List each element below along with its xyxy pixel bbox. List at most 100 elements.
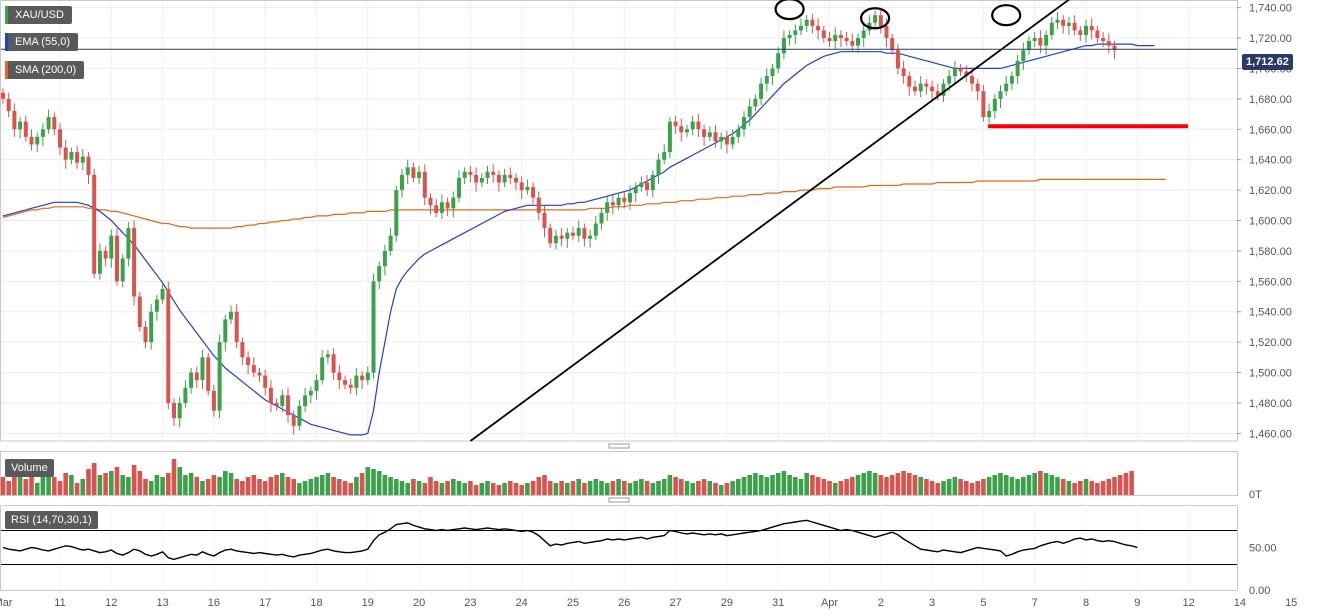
- volume-bar: [1112, 477, 1117, 495]
- volume-bar: [758, 475, 764, 495]
- candle-body: [719, 136, 724, 142]
- volume-bar: [582, 483, 587, 495]
- candle-body: [177, 402, 182, 419]
- volume-bar: [52, 477, 57, 495]
- candle-body: [525, 187, 530, 191]
- candle-body: [1, 92, 5, 99]
- candle-body: [531, 187, 536, 198]
- candle-body: [154, 299, 159, 312]
- x-tick-label: 16: [208, 597, 220, 609]
- candle-body: [462, 171, 467, 178]
- candle-body: [633, 187, 638, 194]
- volume-bar: [736, 479, 741, 495]
- volume-bar: [770, 475, 775, 495]
- volume-pane-title: Volume: [5, 459, 54, 477]
- volume-bar: [1043, 473, 1049, 495]
- candle-body: [696, 121, 701, 130]
- volume-bar: [570, 481, 576, 495]
- candle-body: [1101, 38, 1106, 42]
- volume-bar: [274, 475, 279, 495]
- candle-body: [223, 319, 228, 343]
- candle-body: [702, 129, 707, 137]
- candle-body: [650, 174, 655, 191]
- volume-bar: [696, 481, 701, 495]
- x-tick-label: 13: [156, 597, 168, 609]
- volume-bar: [114, 467, 120, 495]
- candle-body: [46, 117, 51, 130]
- candle-body: [172, 402, 176, 419]
- candle-body: [80, 156, 85, 163]
- candle-body: [291, 415, 296, 426]
- candle-body: [571, 232, 575, 236]
- price-tick-label: 1,740.00: [1249, 3, 1292, 15]
- volume-bar: [257, 479, 262, 495]
- volume-bar: [604, 483, 610, 495]
- volume-bar: [342, 481, 348, 495]
- candle-body: [1009, 76, 1014, 84]
- volume-bar: [701, 479, 707, 495]
- candle-body: [1038, 38, 1043, 46]
- volume-bar: [1106, 479, 1112, 495]
- volume-bar: [530, 481, 536, 495]
- volume-bar: [1078, 481, 1083, 495]
- candle-body: [365, 372, 370, 381]
- volume-bar: [354, 477, 359, 495]
- candle-body: [787, 34, 792, 39]
- volume-bar: [793, 477, 798, 495]
- candle-body: [947, 76, 952, 84]
- candle-body: [474, 174, 479, 183]
- candle-body: [1089, 25, 1094, 31]
- candle-body: [918, 83, 923, 92]
- candle-body: [605, 202, 610, 213]
- candle-body: [890, 38, 895, 51]
- volume-bar: [371, 469, 376, 495]
- volume-bar: [935, 483, 941, 495]
- volume-bar: [958, 479, 963, 495]
- candle-body: [799, 25, 803, 31]
- volume-bar: [775, 473, 781, 495]
- rsi-title-label: RSI (14,70,30,1): [11, 514, 92, 526]
- legend-symbol[interactable]: XAU/USD: [5, 6, 72, 24]
- candle-body: [217, 342, 222, 411]
- candle-body: [599, 212, 604, 224]
- volume-bar: [1003, 475, 1009, 495]
- volume-bar: [713, 483, 718, 495]
- candle-body: [1112, 45, 1117, 51]
- candle-body: [1095, 30, 1100, 39]
- candle-body: [975, 83, 980, 92]
- candle-body: [844, 38, 849, 42]
- legend-ema[interactable]: EMA (55,0): [5, 33, 79, 51]
- x-tick-label: 12: [105, 597, 117, 609]
- candle-body: [6, 98, 11, 112]
- volume-bar: [502, 483, 507, 495]
- volume-bar: [724, 483, 730, 495]
- volume-bar: [827, 481, 832, 495]
- volume-bar: [399, 481, 405, 495]
- x-tick-label: 15: [1285, 597, 1297, 609]
- candle-body: [816, 25, 821, 31]
- candle-body: [639, 182, 644, 188]
- candle-body: [143, 326, 148, 343]
- candle-body: [673, 121, 678, 127]
- volume-bar: [280, 473, 285, 495]
- volume-bar: [895, 473, 901, 495]
- candle-body: [308, 390, 313, 396]
- candle-body: [394, 190, 399, 236]
- ema-label: EMA (55,0): [15, 36, 71, 48]
- volume-bar: [40, 475, 46, 495]
- candle-body: [411, 167, 416, 178]
- volume-bar: [1060, 479, 1066, 495]
- x-tick-label: 23: [464, 597, 476, 609]
- price-tick-label: 1,500.00: [1249, 368, 1292, 380]
- rsi-tick-label: 50.00: [1249, 543, 1277, 555]
- volume-bar: [656, 481, 661, 495]
- candle-body: [382, 250, 387, 267]
- volume-bar: [46, 471, 51, 495]
- volume-bar: [781, 471, 787, 495]
- volume-axis-label: 0T: [1249, 489, 1262, 501]
- candle-body: [838, 34, 843, 39]
- volume-bar: [547, 481, 553, 495]
- legend-sma[interactable]: SMA (200,0): [5, 61, 85, 79]
- x-tick-label: 19: [362, 597, 374, 609]
- volume-bar: [217, 477, 222, 495]
